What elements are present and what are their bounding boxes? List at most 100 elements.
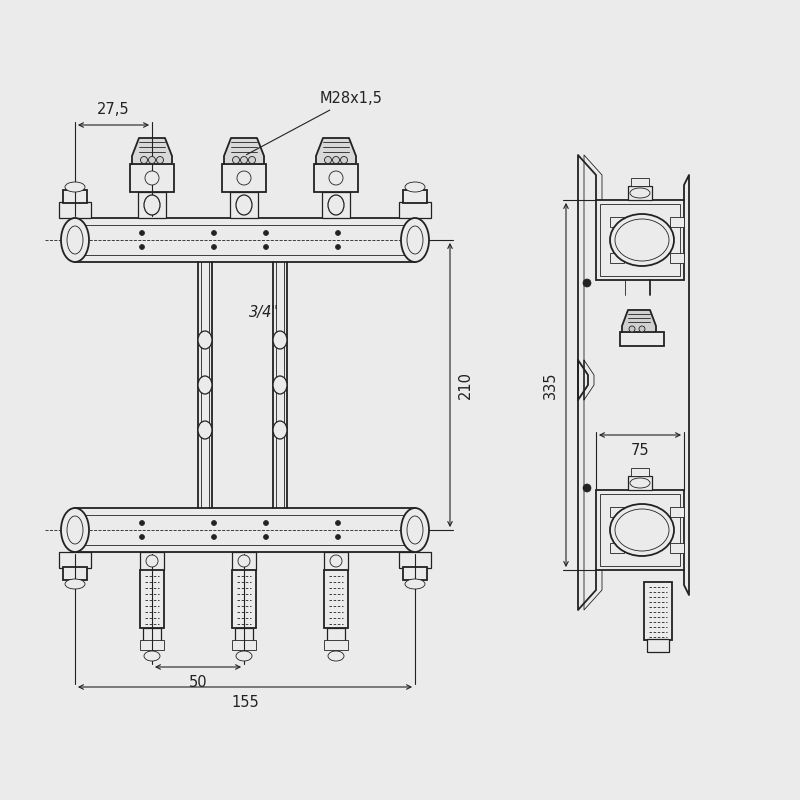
Text: M28x1,5: M28x1,5 bbox=[246, 91, 383, 154]
Circle shape bbox=[139, 521, 145, 526]
Ellipse shape bbox=[407, 226, 423, 254]
Bar bbox=[628, 186, 652, 200]
Polygon shape bbox=[132, 138, 172, 164]
Circle shape bbox=[146, 555, 158, 567]
Ellipse shape bbox=[67, 226, 83, 254]
Bar bbox=[403, 190, 427, 203]
Bar bbox=[610, 507, 624, 517]
Ellipse shape bbox=[236, 651, 252, 661]
Bar bbox=[138, 192, 166, 218]
Ellipse shape bbox=[325, 157, 331, 163]
Ellipse shape bbox=[630, 478, 650, 488]
Ellipse shape bbox=[67, 516, 83, 544]
Bar bbox=[631, 178, 649, 186]
Circle shape bbox=[145, 171, 159, 185]
Bar bbox=[647, 639, 669, 652]
Ellipse shape bbox=[610, 504, 674, 556]
Bar bbox=[314, 164, 358, 192]
Circle shape bbox=[139, 230, 145, 235]
Ellipse shape bbox=[405, 579, 425, 589]
Bar bbox=[628, 476, 652, 490]
Bar bbox=[670, 543, 684, 553]
Ellipse shape bbox=[198, 331, 212, 349]
Text: 27,5: 27,5 bbox=[97, 102, 130, 117]
Polygon shape bbox=[224, 138, 264, 164]
Ellipse shape bbox=[639, 326, 645, 332]
Circle shape bbox=[211, 534, 217, 539]
Bar bbox=[638, 536, 646, 540]
Bar bbox=[143, 628, 161, 642]
Ellipse shape bbox=[328, 195, 344, 215]
Text: 210: 210 bbox=[458, 371, 473, 399]
Ellipse shape bbox=[629, 326, 635, 332]
Ellipse shape bbox=[149, 157, 155, 163]
Text: 335: 335 bbox=[543, 371, 558, 398]
Bar bbox=[232, 552, 256, 570]
Bar bbox=[399, 552, 431, 568]
Bar bbox=[670, 507, 684, 517]
Circle shape bbox=[335, 230, 341, 235]
Bar bbox=[230, 192, 258, 218]
Ellipse shape bbox=[273, 421, 287, 439]
Bar bbox=[130, 164, 174, 192]
Circle shape bbox=[139, 245, 145, 250]
Circle shape bbox=[238, 555, 250, 567]
Text: 50: 50 bbox=[189, 675, 207, 690]
Bar bbox=[644, 582, 672, 640]
Ellipse shape bbox=[401, 218, 429, 262]
Circle shape bbox=[335, 534, 341, 539]
Bar bbox=[638, 520, 646, 524]
Bar bbox=[222, 164, 266, 192]
Ellipse shape bbox=[65, 182, 85, 192]
Ellipse shape bbox=[236, 195, 252, 215]
Circle shape bbox=[583, 279, 591, 287]
Bar bbox=[75, 218, 415, 262]
Ellipse shape bbox=[144, 651, 160, 661]
Bar bbox=[63, 190, 87, 203]
Ellipse shape bbox=[405, 182, 425, 192]
Circle shape bbox=[211, 521, 217, 526]
Bar bbox=[324, 570, 348, 628]
Bar bbox=[140, 640, 164, 650]
Circle shape bbox=[263, 230, 269, 235]
Bar bbox=[638, 246, 646, 250]
Text: 155: 155 bbox=[231, 695, 259, 710]
Circle shape bbox=[330, 555, 342, 567]
Bar bbox=[620, 332, 664, 346]
Circle shape bbox=[263, 245, 269, 250]
Ellipse shape bbox=[630, 188, 650, 198]
Ellipse shape bbox=[401, 508, 429, 552]
Ellipse shape bbox=[65, 579, 85, 589]
Circle shape bbox=[329, 171, 343, 185]
Ellipse shape bbox=[273, 376, 287, 394]
Bar bbox=[324, 552, 348, 570]
Polygon shape bbox=[316, 138, 356, 164]
Circle shape bbox=[335, 245, 341, 250]
Ellipse shape bbox=[61, 218, 89, 262]
Ellipse shape bbox=[610, 214, 674, 266]
Text: 3/4": 3/4" bbox=[249, 306, 279, 321]
Bar bbox=[403, 567, 427, 580]
Bar bbox=[670, 253, 684, 263]
Ellipse shape bbox=[273, 331, 287, 349]
Bar bbox=[600, 204, 680, 276]
Bar bbox=[596, 200, 684, 280]
Ellipse shape bbox=[198, 421, 212, 439]
Ellipse shape bbox=[144, 195, 160, 215]
Bar bbox=[638, 230, 646, 234]
Ellipse shape bbox=[341, 157, 347, 163]
Bar bbox=[63, 567, 87, 580]
Ellipse shape bbox=[198, 376, 212, 394]
Polygon shape bbox=[622, 310, 656, 332]
Bar bbox=[596, 490, 684, 570]
Bar bbox=[600, 494, 680, 566]
Circle shape bbox=[583, 484, 591, 492]
Bar bbox=[235, 628, 253, 642]
Circle shape bbox=[263, 534, 269, 539]
Bar bbox=[610, 217, 624, 227]
Circle shape bbox=[263, 521, 269, 526]
Bar bbox=[75, 508, 415, 552]
Ellipse shape bbox=[615, 219, 669, 261]
Bar bbox=[59, 552, 91, 568]
Ellipse shape bbox=[249, 157, 255, 163]
